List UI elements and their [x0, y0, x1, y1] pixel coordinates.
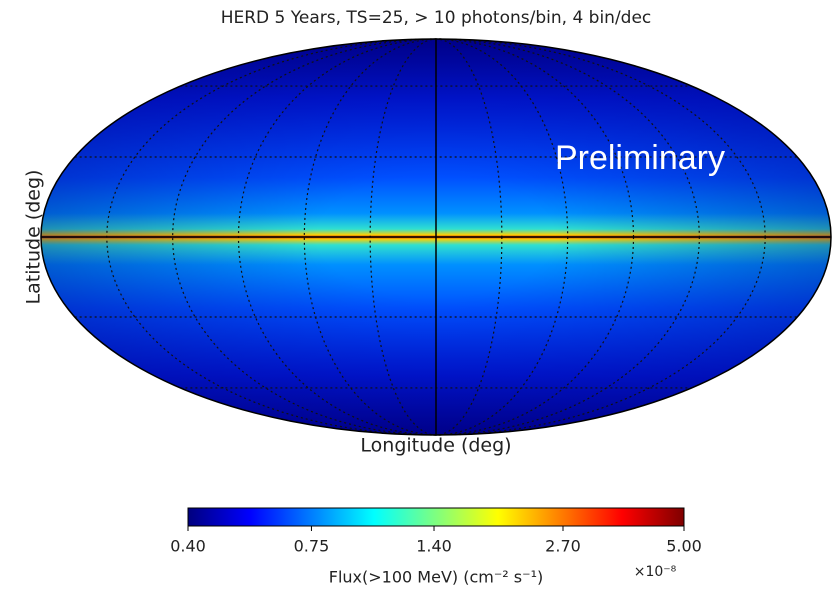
- chart-title: HERD 5 Years, TS=25, > 10 photons/bin, 4…: [221, 8, 652, 28]
- annotation: Preliminary: [555, 139, 725, 177]
- map-border: [40, 38, 832, 436]
- y-axis-label: Latitude (deg): [23, 170, 45, 305]
- colorbar-offset: ×10⁻⁸: [634, 564, 677, 580]
- colorbar-tick-label: 0.40: [170, 537, 206, 556]
- colorbar: [187, 507, 685, 527]
- colorbar-tick-label: 1.40: [416, 537, 452, 556]
- colorbar-tick-label: 5.00: [666, 537, 702, 556]
- colorbar-tick-label: 2.70: [545, 537, 581, 556]
- colorbar-label: Flux(>100 MeV) (cm⁻² s⁻¹): [329, 568, 543, 587]
- x-axis-label: Longitude (deg): [360, 435, 511, 457]
- colorbar-tick-label: 0.75: [294, 537, 330, 556]
